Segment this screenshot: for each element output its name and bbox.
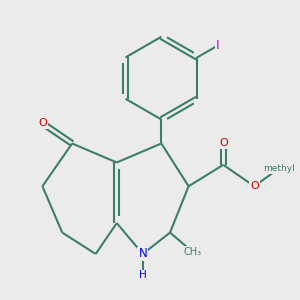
- Text: O: O: [219, 139, 228, 148]
- Text: N: N: [138, 248, 147, 260]
- Text: O: O: [250, 181, 259, 191]
- Text: O: O: [38, 118, 47, 128]
- Text: I: I: [215, 39, 219, 52]
- Text: CH₃: CH₃: [183, 247, 201, 256]
- Text: methyl: methyl: [263, 164, 295, 173]
- Text: H: H: [139, 270, 147, 280]
